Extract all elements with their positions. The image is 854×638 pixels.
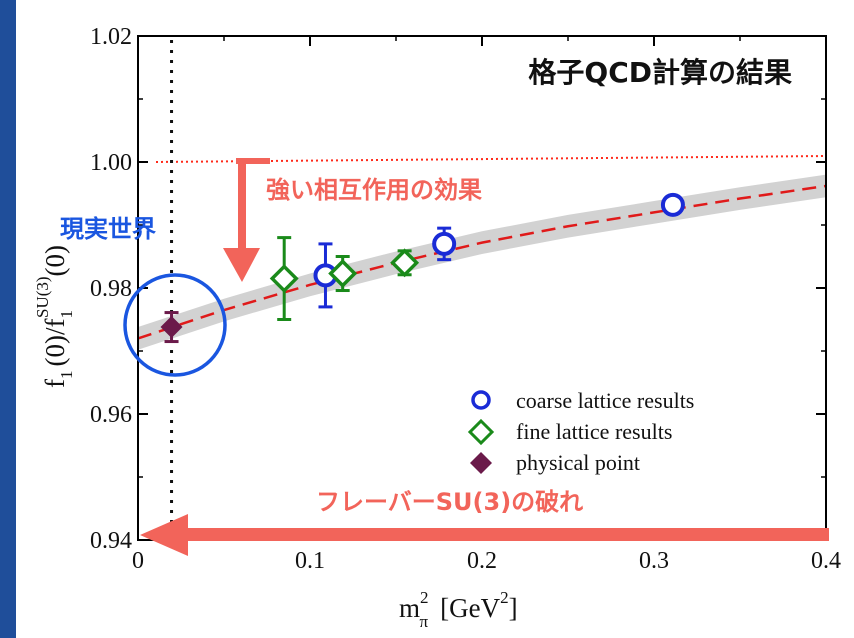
y-tick-label: 0.96 <box>90 402 132 428</box>
chart-svg: 0 0.1 0.2 0.3 0.4 0.94 0.96 0.98 1.00 1.02 格子QCD計… <box>33 24 841 631</box>
x-tick-label: 0 <box>132 548 144 574</box>
data-point <box>328 255 358 293</box>
legend-physical-marker <box>470 452 492 474</box>
legend-fine-label: fine lattice results <box>516 419 672 444</box>
y-axis-label: f1(0)/f1SU(3)(0) <box>33 245 76 388</box>
y-tick-label: 1.02 <box>90 24 132 50</box>
physical-marker <box>160 316 183 339</box>
x-tick-label: 0.3 <box>639 548 669 574</box>
legend-coarse-marker <box>471 390 491 410</box>
coarse-marker <box>660 192 685 217</box>
fit-band <box>138 174 826 350</box>
chart-title: 格子QCD計算の結果 <box>528 56 792 89</box>
y-tick-label: 0.94 <box>90 528 132 554</box>
real-world-circle <box>123 273 227 377</box>
fit-curve <box>137 184 827 340</box>
flavor-breaking-arrow <box>140 514 829 556</box>
legend-coarse-label: coarse lattice results <box>516 388 694 413</box>
legend: coarse lattice results fine lattice resu… <box>467 388 694 475</box>
data-point <box>660 192 685 217</box>
data-point <box>269 236 299 321</box>
data-point <box>313 242 338 309</box>
data-point <box>390 248 420 278</box>
fine-marker <box>328 259 358 288</box>
coarse-marker <box>432 231 457 256</box>
x-axis-label: m2 π [GeV2] <box>399 588 518 631</box>
x-tick-label: 0.4 <box>811 548 841 574</box>
data-point <box>432 226 457 262</box>
data-markers <box>160 192 685 344</box>
slide-frame: 0 0.1 0.2 0.3 0.4 0.94 0.96 0.98 1.00 1.02 格子QCD計… <box>16 0 854 638</box>
fine-marker <box>269 264 299 294</box>
x-tick-label: 0.1 <box>295 548 325 574</box>
axis-tick-labels: 0 0.1 0.2 0.3 0.4 0.94 0.96 0.98 1.00 1.02 <box>90 24 841 574</box>
strong-interaction-arrow <box>223 158 270 282</box>
legend-physical-label: physical point <box>516 450 640 475</box>
real-world-label: 現実世界 <box>60 215 156 243</box>
strong-interaction-label: 強い相互作用の効果 <box>266 176 482 204</box>
y-tick-label: 0.98 <box>90 276 132 302</box>
y-tick-label: 1.00 <box>90 150 132 176</box>
fine-marker <box>390 248 420 278</box>
flavor-breaking-label: フレーバーSU(3)の破れ <box>316 488 583 516</box>
x-tick-label: 0.2 <box>467 548 497 574</box>
data-point <box>160 311 183 344</box>
legend-fine-marker <box>467 418 495 446</box>
